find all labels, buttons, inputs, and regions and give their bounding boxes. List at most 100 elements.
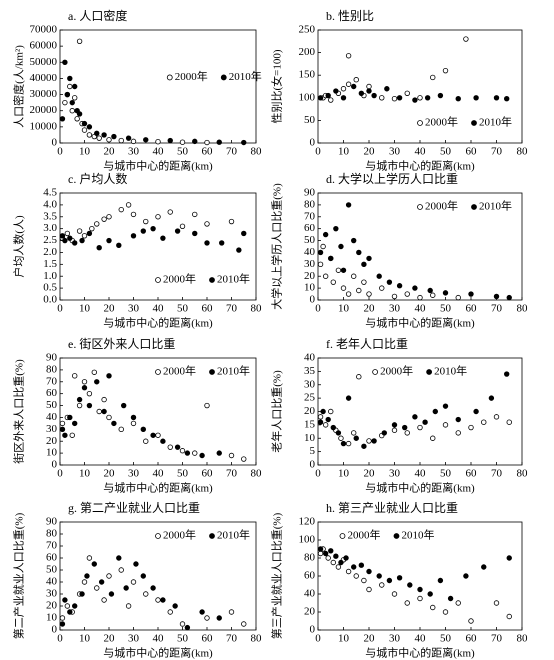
data-point [396, 575, 403, 581]
data-point [101, 597, 107, 603]
data-point [174, 228, 181, 234]
x-tick-label: 60 [202, 303, 214, 315]
data-point [353, 77, 359, 83]
data-point [69, 99, 75, 106]
data-point [179, 621, 186, 627]
data-point [493, 293, 500, 300]
data-point [167, 444, 173, 450]
x-tick-label: 70 [491, 633, 503, 645]
data-point [59, 233, 66, 239]
data-point [192, 230, 198, 237]
data-point [62, 237, 68, 244]
legend-marker [155, 277, 161, 283]
data-point [118, 137, 124, 144]
data-point [442, 422, 449, 428]
data-point [506, 613, 512, 620]
panel-title: f. 老年人口比重 [326, 337, 408, 351]
data-point [361, 443, 367, 449]
x-tick-label: 60 [466, 468, 478, 480]
data-point [108, 591, 115, 597]
legend-label: 2010年 [217, 528, 250, 542]
data-point [330, 424, 336, 431]
x-tick-label: 80 [251, 146, 263, 158]
data-point [216, 615, 222, 621]
x-tick-label: 20 [104, 468, 116, 480]
data-point [204, 139, 210, 146]
data-point [98, 579, 105, 585]
data-point [320, 408, 326, 415]
legend-marker [339, 533, 346, 539]
data-point [320, 243, 326, 250]
data-point [356, 249, 362, 256]
x-tick-label: 70 [491, 146, 503, 158]
x-tick-label: 60 [466, 303, 478, 315]
data-point [218, 240, 225, 246]
y-tick-label: 20 [304, 606, 316, 618]
panel-title: c. 户均人数 [68, 171, 127, 186]
y-tick-label: 0 [310, 459, 316, 471]
data-point [160, 235, 166, 241]
data-point [404, 90, 410, 96]
x-tick-label: 80 [251, 633, 263, 645]
y-axis-label: 街区外来人口比重(%) [12, 359, 26, 464]
data-point [371, 92, 377, 99]
y-tick-label: 10 [304, 282, 316, 294]
legend-label: 2000年 [163, 364, 196, 378]
y-tick-label: 40000 [30, 72, 58, 84]
data-point [79, 591, 85, 597]
data-point [493, 95, 500, 101]
data-point [430, 74, 436, 81]
x-tick-label: 40 [415, 146, 427, 158]
x-tick-label: 50 [440, 468, 452, 480]
data-point [150, 432, 156, 438]
legend-marker [393, 533, 400, 539]
data-point [488, 395, 495, 401]
data-point [236, 247, 242, 253]
x-tick-label: 10 [79, 468, 91, 480]
data-point [71, 603, 78, 609]
x-tick-label: 80 [251, 303, 263, 315]
data-point [106, 214, 112, 220]
panel-title: b. 性别比 [326, 9, 374, 23]
data-point [67, 83, 73, 90]
x-tick-label: 40 [415, 468, 427, 480]
x-tick-label: 10 [338, 633, 350, 645]
x-tick-label: 10 [338, 146, 350, 158]
data-point [447, 595, 454, 602]
data-point [317, 419, 324, 425]
data-point [81, 379, 88, 385]
y-tick-label: 20 [304, 270, 316, 282]
data-point [241, 139, 247, 146]
data-point [430, 292, 436, 298]
data-point [386, 279, 393, 285]
data-point [76, 402, 83, 409]
data-point [76, 228, 83, 234]
data-point [345, 81, 352, 87]
x-tick-label: 10 [79, 146, 91, 158]
data-point [322, 273, 329, 279]
legend-label: 2010年 [479, 199, 512, 213]
data-point [120, 402, 127, 409]
y-tick-label: 30000 [30, 88, 58, 100]
data-point [391, 591, 398, 597]
legend-label: 2010年 [217, 364, 250, 378]
data-point [412, 414, 418, 420]
data-point [325, 555, 331, 561]
data-point [71, 83, 78, 90]
data-point [71, 240, 78, 246]
data-point [228, 218, 235, 225]
data-point [504, 371, 510, 377]
data-point [412, 285, 418, 291]
data-point [417, 595, 423, 602]
data-point [340, 267, 347, 273]
data-point [84, 573, 90, 579]
data-point [442, 403, 449, 409]
data-point [356, 287, 362, 294]
data-point [94, 585, 100, 591]
data-point [463, 573, 469, 579]
y-tick-label: 60000 [30, 40, 58, 52]
x-axis-label: 与城市中心的距离(km) [103, 481, 213, 495]
data-point [64, 603, 71, 609]
data-point [376, 573, 382, 579]
